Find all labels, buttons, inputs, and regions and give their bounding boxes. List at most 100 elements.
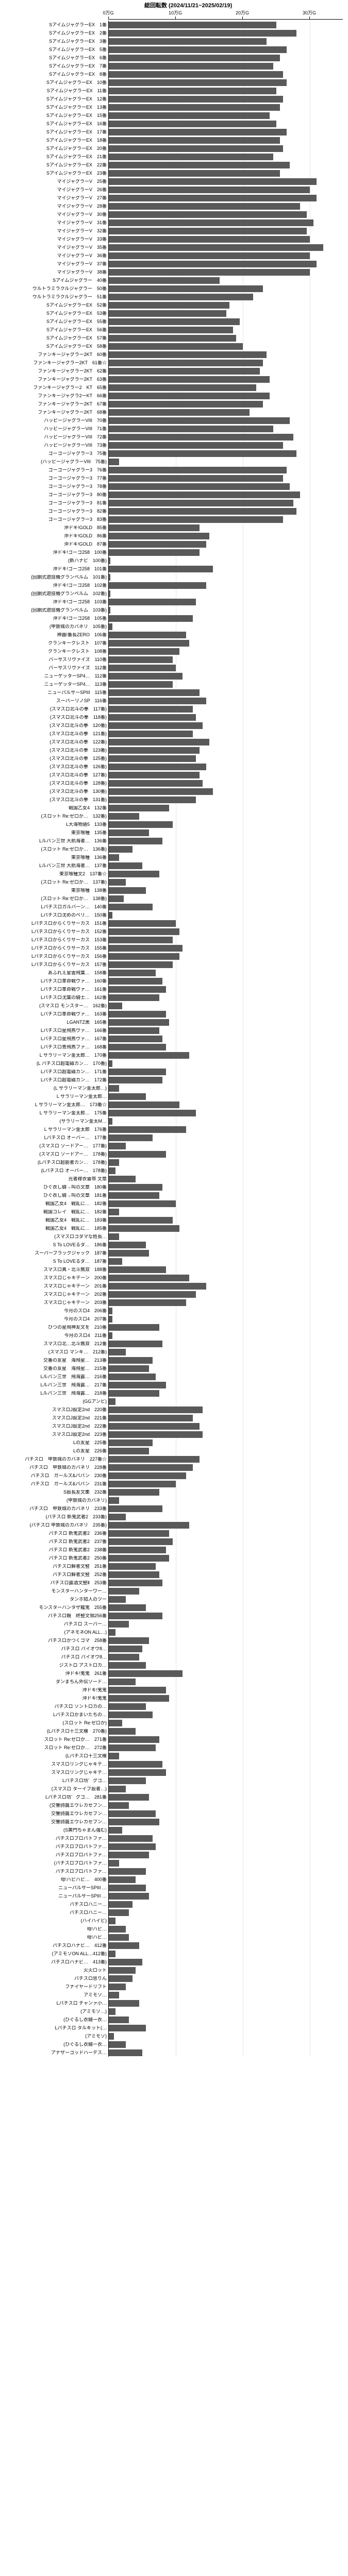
bar-row: ファンキージャグラー2KT 61番☆ xyxy=(109,359,343,367)
bar xyxy=(109,1744,156,1751)
bar xyxy=(109,1242,146,1248)
bar xyxy=(109,1662,146,1669)
bar-label: Lパチスロ坊゜グゴ… 281番 xyxy=(3,1795,109,1800)
bar-row: あふれえ星雲飛葉… 158番 xyxy=(109,969,343,977)
bar xyxy=(109,1250,149,1257)
bar-label: スマスロ北…北斗無双 212番 xyxy=(3,1342,109,1346)
bar-label: Lルパン三世 飛海露… 218番 xyxy=(3,1391,109,1396)
bar xyxy=(109,112,270,119)
bar xyxy=(109,615,193,622)
bar-row: Lパチスロからくりサーカス 155番 xyxy=(109,944,343,952)
bar-label: SアイムジャグラーEX 11番 xyxy=(3,89,109,93)
bar xyxy=(109,269,310,276)
bar-row: (スマスロ北斗の拳 120番) xyxy=(109,721,343,730)
bar xyxy=(109,928,179,935)
bar-label: Lパチスロからくりサーカス 156番 xyxy=(3,954,109,959)
bar-row: 沖ドキ!鬼鬼 xyxy=(109,1686,343,1694)
bar xyxy=(109,1843,156,1850)
bar xyxy=(109,1167,115,1174)
bar xyxy=(109,1101,179,1108)
bar xyxy=(109,409,250,416)
bar-row: パチスロプロパトファ… xyxy=(109,1851,343,1859)
bar xyxy=(109,953,179,960)
bar-row: 神器!番長ZERO 106番 xyxy=(109,631,343,639)
bar-row: Lルパン三世 飛海露… 217番 xyxy=(109,1381,343,1389)
bar-row: ファンキージャグラ2ーKT 66番 xyxy=(109,392,343,400)
bar-row: スマスロ真・北斗無双 188番 xyxy=(109,1265,343,1274)
bar-row: 東京喰種 135番 xyxy=(109,828,343,837)
bar-row: (スマスロ北斗の拳 125番) xyxy=(109,754,343,762)
bar xyxy=(109,1514,126,1520)
bar-label: (ハッピージャグラーVIII 75番) xyxy=(3,460,109,464)
bar xyxy=(109,1382,166,1388)
bar-row: Lパチスロガルバーン… 140番 xyxy=(109,903,343,911)
bar-row: 東京喰種文2 137番☆ xyxy=(109,870,343,878)
bar-label: マイジャグラーV 31番 xyxy=(3,221,109,225)
bar-label: ファンキージャグラ2ーKT 66番 xyxy=(3,394,109,398)
bar-row: Lの友星 225番 xyxy=(109,1438,343,1447)
bar-row: ゴーゴージャグラー3 77番 xyxy=(109,474,343,482)
bar-label: Lパチスロからくりサーカス 153番 xyxy=(3,938,109,942)
bar xyxy=(109,1819,159,1825)
bar-label: Lパチスロ革命戦ヴァ… 161番 xyxy=(3,987,109,992)
bar-label: 沖ドキ!GOLD 87番 xyxy=(3,542,109,547)
bar-row: パチスロプロパトファ… xyxy=(109,1867,343,1875)
bar-row: Lルパン三世 飛海露… 218番 xyxy=(109,1389,343,1397)
bar-label: スマスロJ設定2nd 221番 xyxy=(3,1416,109,1420)
bar xyxy=(109,986,166,993)
bar-label: ハッピージャグラーVIII 71番 xyxy=(3,427,109,431)
bar xyxy=(109,788,213,795)
bar-row: Lパチスロ革命戦ヴァ… 163番 xyxy=(109,1010,343,1018)
bar-label: パチスロ 新鬼武者2 250番 xyxy=(3,1556,109,1561)
bar xyxy=(109,277,220,284)
bar xyxy=(109,904,153,910)
bar-row: タンホ知人のツー xyxy=(109,1595,343,1603)
bar-row: SアイムジャグラーEX 22番 xyxy=(109,161,343,169)
bar-label: (スマスロ北斗の拳 125番) xyxy=(3,756,109,761)
bar xyxy=(109,1959,142,1965)
bar-label: (パチスロプロパトファ… xyxy=(3,1861,109,1866)
bar-label: ニューゲッターSP4… 112番 xyxy=(3,674,109,679)
bar-row: 火火ロット xyxy=(109,1966,343,1974)
bar xyxy=(109,1975,132,1982)
bar xyxy=(109,1942,139,1949)
bar-label: マイジャグラーV 37番 xyxy=(3,262,109,266)
bar xyxy=(109,1283,206,1290)
bar-label: ゴーゴージャグラー3 78番 xyxy=(3,484,109,489)
bar-row: パチスロ スーパー… xyxy=(109,1620,343,1628)
bar-label: (スマスロ北斗の拳 122番) xyxy=(3,740,109,744)
bar-row: アミモソ… xyxy=(109,1991,343,1999)
bar-row: マイジャグラーV 28番 xyxy=(109,202,343,210)
bar-row: パチスロ パイオウ8… xyxy=(109,1645,343,1653)
bar-label: SアイムジャグラーEX 20番 xyxy=(3,146,109,151)
bar-label: ファンキージャグラー2 KT 65番 xyxy=(3,385,109,390)
bar-row: S設長友文集 232番 xyxy=(109,1488,343,1496)
bar xyxy=(109,195,317,201)
bar-label: SアイムジャグラーEX 21番 xyxy=(3,155,109,159)
bar-row: SアイムジャグラーEX 18番 xyxy=(109,136,343,144)
bar-row: (アミモソON ALL…412番) xyxy=(109,1950,343,1958)
bar-row: (甲鉄城のカバネリ) xyxy=(109,1496,343,1504)
bar xyxy=(109,508,296,515)
bar-row: SアイムジャグラーEX 58番 xyxy=(109,342,343,350)
bar-label: (Lパチスロ オーバー… 178番) xyxy=(3,1168,109,1173)
bar-label: パチスロ スーパー… xyxy=(3,1622,109,1626)
bar xyxy=(109,63,273,70)
bar-label: (甲鉄城のカバネリ) xyxy=(3,1498,109,1503)
bar-label: L サラリーマン金太郎… xyxy=(3,1094,109,1099)
bar xyxy=(109,994,159,1001)
bar xyxy=(109,1876,136,1883)
bar-row: (スマスロ北斗の拳 121番) xyxy=(109,730,343,738)
bar xyxy=(109,1769,166,1776)
bar xyxy=(109,1934,129,1941)
bar-label: 戦国コレイ 戦乱に… 182番 xyxy=(3,1210,109,1214)
bar-row: (スマスロ ソードアー… 177番) xyxy=(109,1142,343,1150)
bar-row: スロット Re:ゼロか… 271番 xyxy=(109,1735,343,1743)
bar-row: (ひぐるし衣騎ー衣… xyxy=(109,2015,343,2024)
bar-row: スマスロJ設定2nd 220番 xyxy=(109,1405,343,1414)
bar-label: Lパチスロガルバーン… 140番 xyxy=(3,905,109,909)
bar xyxy=(109,1406,203,1413)
bar-label: パチスロ思りん xyxy=(3,1976,109,1981)
bar-label: Lパチスロ革命戦ヴァ… 160番 xyxy=(3,979,109,984)
bar-label: パチスロプロパトファ… xyxy=(3,1853,109,1857)
